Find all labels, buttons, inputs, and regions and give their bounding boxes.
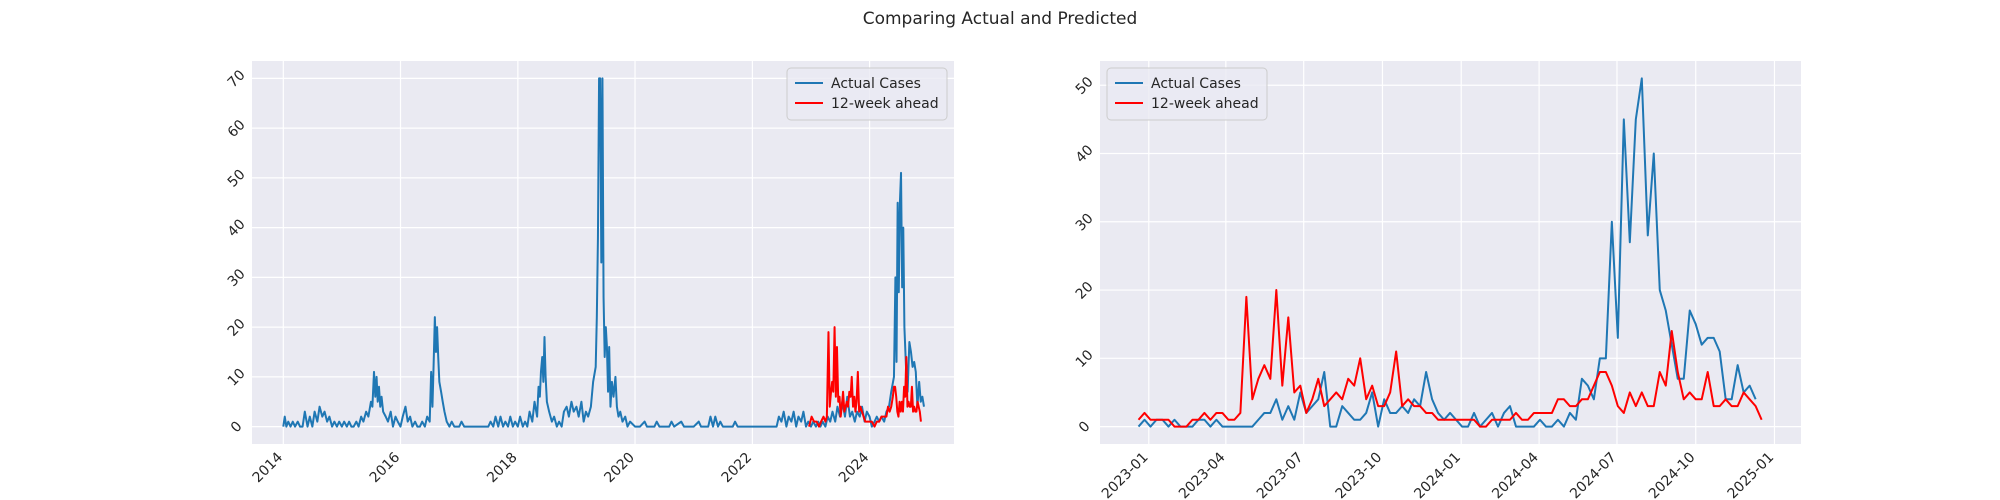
- y-tick-label: 50: [1073, 74, 1097, 98]
- x-tick-label: 2024-01: [1411, 450, 1464, 500]
- y-tick-label: 0: [228, 418, 246, 436]
- y-tick-label: 30: [225, 266, 249, 290]
- x-tick-label: 2024-04: [1489, 449, 1542, 500]
- x-tick-label: 2023-04: [1176, 449, 1229, 500]
- y-tick-label: 70: [225, 67, 249, 91]
- legend-entry: Actual Cases: [1151, 76, 1241, 92]
- x-tick-label: 2018: [484, 450, 521, 487]
- x-tick-label: 2023-10: [1333, 450, 1386, 500]
- y-tick-label: 10: [1073, 347, 1097, 371]
- y-tick-label: 40: [225, 216, 249, 240]
- y-tick-label: 10: [225, 366, 249, 390]
- series-line-1: [808, 326, 922, 428]
- x-tick-label: 2023-07: [1254, 450, 1307, 500]
- series-line-1: [1137, 289, 1763, 428]
- x-tick-label: 2014: [250, 449, 287, 486]
- x-tick-label: 2025-01: [1725, 450, 1778, 500]
- y-tick-label: 30: [1073, 211, 1097, 235]
- x-tick-label: 2024-07: [1567, 450, 1620, 500]
- legend-entry: 12-week ahead: [831, 96, 939, 112]
- legend-box: [1106, 67, 1268, 121]
- plot-area: [1100, 61, 1801, 444]
- chart-left: 2014 2016 2018 2020 2022 2024 0 10 20 30 40 50 60 70 A…: [225, 61, 954, 486]
- x-tick-label: 2022: [719, 450, 756, 487]
- y-tick-label: 0: [1076, 418, 1094, 436]
- y-tick-label: 50: [225, 167, 249, 191]
- series-line-0: [1137, 77, 1757, 428]
- y-tick-label: 20: [225, 316, 249, 340]
- y-tick-label: 40: [1073, 142, 1097, 166]
- x-tick-label: 2023-01: [1099, 450, 1152, 500]
- y-tick-label: 60: [225, 117, 249, 141]
- legend-box: [786, 67, 948, 121]
- y-tick-label: 20: [1073, 279, 1097, 303]
- x-tick-label: 2020: [601, 450, 638, 487]
- legend: Actual Cases 12-week ahead: [786, 67, 948, 121]
- figure-title: Comparing Actual and Predicted: [863, 9, 1138, 29]
- legend: Actual Cases 12-week ahead: [1106, 67, 1268, 121]
- x-tick-label: 2024: [836, 449, 873, 486]
- legend-entry: 12-week ahead: [1151, 96, 1259, 112]
- x-tick-label: 2024-10: [1646, 450, 1699, 500]
- legend-entry: Actual Cases: [831, 76, 921, 92]
- x-tick-label: 2016: [367, 449, 404, 486]
- chart-right: 2023-01 2023-04 2023-07 2023-10 2024-01 2024-…: [1073, 61, 1801, 500]
